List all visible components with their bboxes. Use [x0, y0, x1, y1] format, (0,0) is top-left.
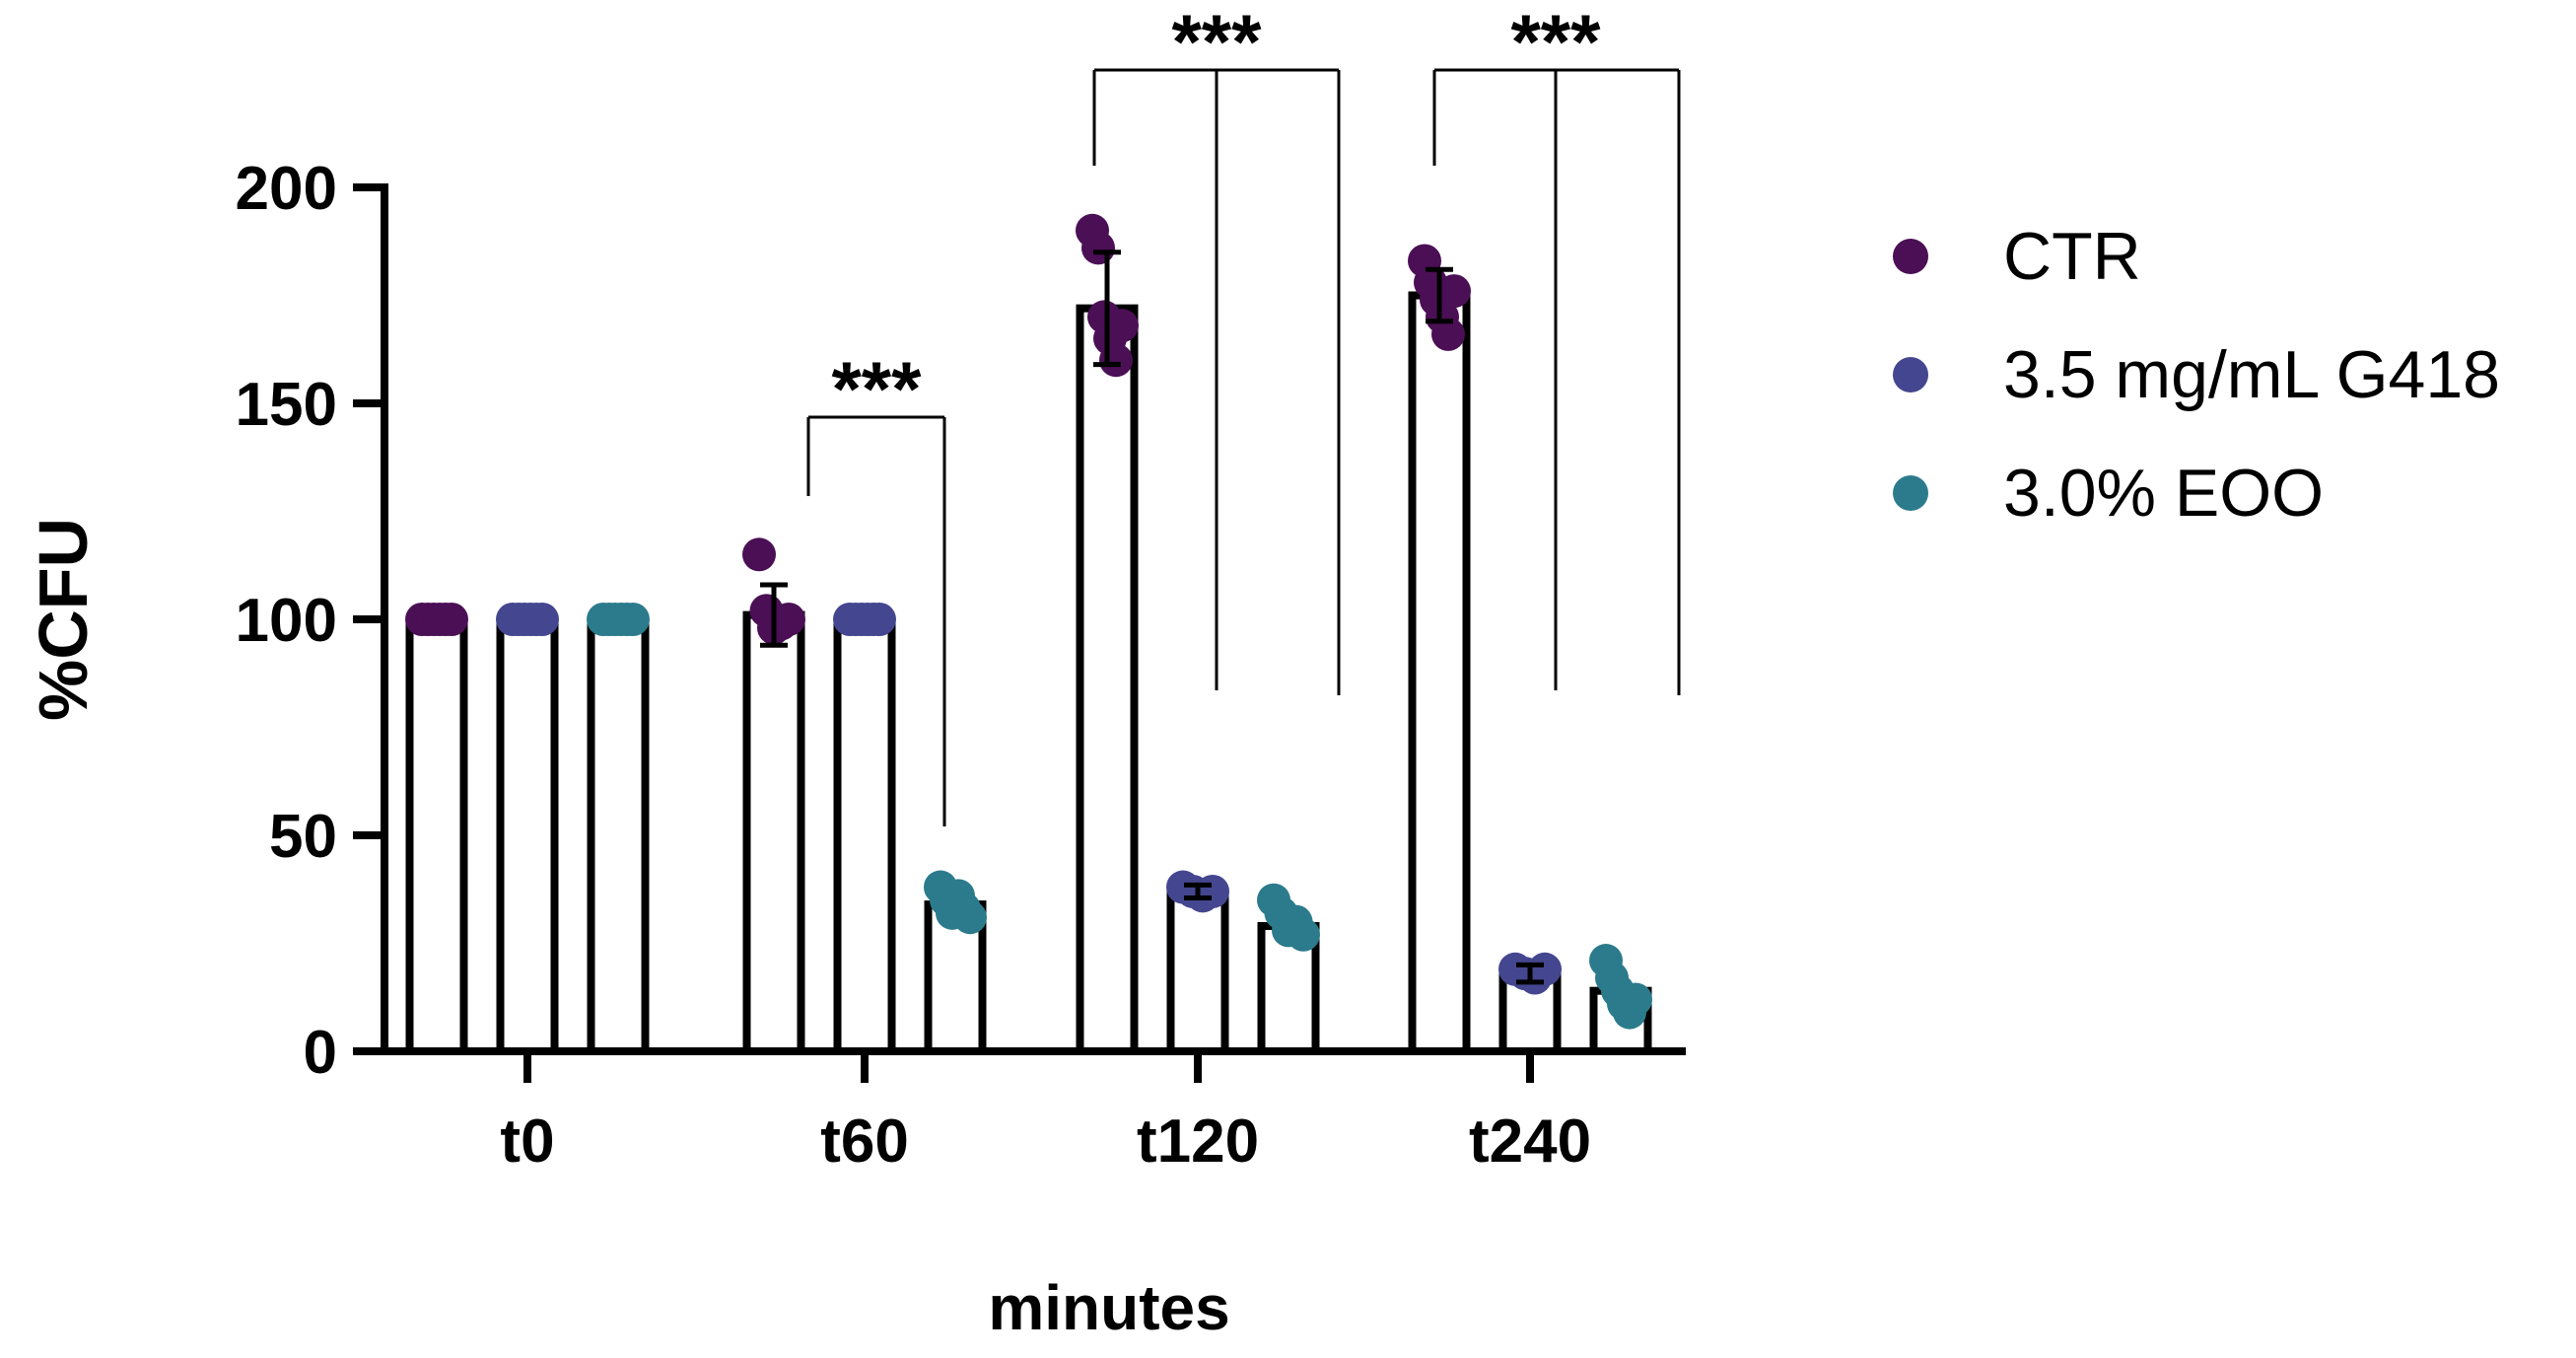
bar-ctr-t0	[405, 615, 468, 1055]
significance-label-t120: ***	[1171, 0, 1262, 85]
point-3-5-mg-ml-g418-t120-4	[1196, 874, 1229, 908]
x-tick-label-t240: t240	[1469, 1108, 1591, 1176]
bar-3-5-mg-ml-g418-t120	[1166, 887, 1229, 1055]
x-tick-label-t120: t120	[1137, 1108, 1259, 1176]
axes-layer: 0 50 100 150 200 t0 t60 t120 t240	[236, 155, 1686, 1176]
point-3-0-eoo-t240-6	[1619, 982, 1652, 1017]
point-3-0-eoo-t120-5	[1287, 917, 1320, 952]
point-ctr-t60-5	[772, 603, 805, 636]
point-3-5-mg-ml-g418-t60-6	[863, 603, 896, 636]
significance-layer: *** *** ***	[806, 0, 1681, 826]
significance-label-t60: ***	[831, 345, 922, 432]
bar-ctr-t240	[1408, 291, 1471, 1055]
point-3-5-mg-ml-g418-t240-4	[1528, 952, 1562, 986]
legend-item-g418: 3.5 mg/mL G418	[1893, 316, 2500, 434]
bar-ctr-t120	[1076, 304, 1139, 1055]
y-tick-label-150: 150	[236, 371, 337, 439]
point-3-5-mg-ml-g418-t0-6	[525, 603, 559, 636]
bar-ctr-t60	[742, 610, 805, 1055]
point-ctr-t240-5	[1431, 317, 1465, 351]
y-tick-label-50: 50	[269, 803, 337, 871]
legend-marker-ctr	[1893, 239, 1928, 274]
point-ctr-t240-6	[1437, 274, 1471, 309]
legend-item-eoo: 3.0% EOO	[1893, 434, 2500, 552]
point-ctr-t120-5	[1099, 343, 1133, 378]
x-tick-label-t60: t60	[820, 1108, 909, 1176]
y-tick-label-100: 100	[236, 587, 337, 655]
y-tick-label-200: 200	[236, 155, 337, 223]
point-ctr-t0-6	[435, 603, 468, 636]
legend-item-ctr: CTR	[1893, 197, 2500, 316]
point-3-0-eoo-t60-6	[953, 900, 987, 935]
legend-marker-eoo	[1893, 475, 1928, 511]
point-ctr-t120-6	[1105, 309, 1139, 343]
legend-label-g418: 3.5 mg/mL G418	[2003, 337, 2500, 412]
legend: CTR 3.5 mg/mL G418 3.0% EOO	[1893, 197, 2500, 552]
x-axis-title: minutes	[988, 1272, 1229, 1343]
bar-3-5-mg-ml-g418-t0	[496, 615, 559, 1055]
bars-layer	[405, 291, 1652, 1056]
y-axis-title: %CFU	[25, 518, 102, 721]
y-tick-label-0: 0	[304, 1019, 337, 1087]
legend-label-ctr: CTR	[2003, 219, 2141, 294]
legend-label-eoo: 3.0% EOO	[2003, 456, 2325, 531]
bar-3-5-mg-ml-g418-t60	[833, 615, 896, 1055]
point-ctr-t60-1	[742, 537, 776, 572]
points-layer	[405, 213, 1652, 1030]
bar-3-0-eoo-t0	[587, 615, 650, 1055]
point-ctr-t120-2	[1081, 231, 1115, 265]
significance-label-t240: ***	[1510, 0, 1601, 85]
x-tick-label-t0: t0	[500, 1108, 554, 1176]
legend-marker-g418	[1893, 357, 1928, 393]
point-3-0-eoo-t0-6	[616, 603, 650, 636]
